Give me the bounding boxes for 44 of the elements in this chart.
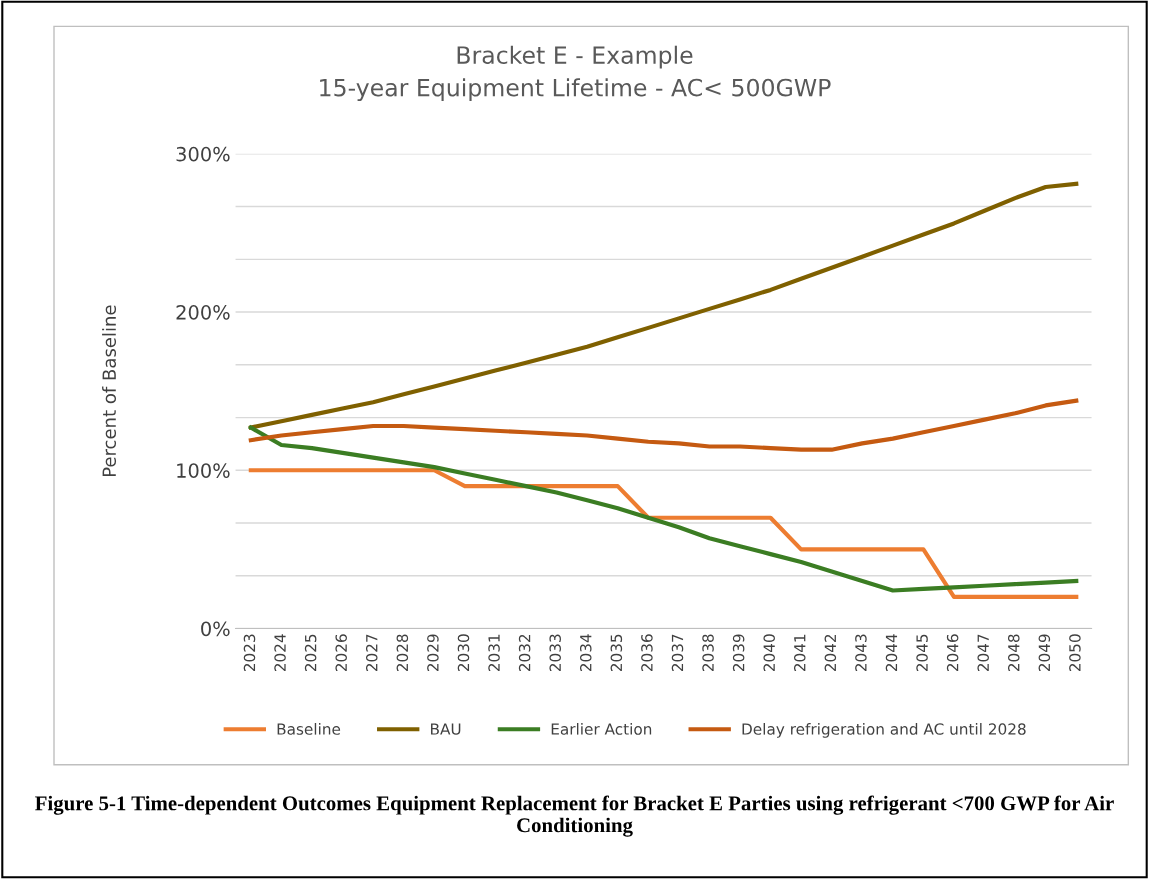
y-tick-label: 100% bbox=[177, 463, 230, 478]
x-tick-label: 2038 bbox=[702, 634, 714, 672]
y-tick-label: 300% bbox=[176, 146, 230, 162]
x-tick-label: 2040 bbox=[763, 634, 775, 672]
x-tick-label: 2032 bbox=[518, 634, 531, 672]
x-tick-label: 2047 bbox=[977, 634, 989, 672]
legend-label: Delay refrigeration and AC until 2028 bbox=[742, 723, 1026, 738]
chart-title: Bracket E - Example bbox=[457, 45, 693, 69]
line-series bbox=[248, 468, 1079, 599]
chart-subtitle: 15-year Equipment Lifetime - AC< 500GWP bbox=[320, 78, 831, 102]
x-tick-label: 2049 bbox=[1038, 634, 1051, 672]
x-tick-label: 2031 bbox=[488, 634, 500, 672]
line-series bbox=[248, 181, 1079, 430]
x-tick-label: 2048 bbox=[1008, 634, 1020, 672]
x-tick-label: 2026 bbox=[335, 634, 347, 672]
x-tick-label: 2046 bbox=[946, 634, 959, 672]
x-tick-label: 2028 bbox=[396, 634, 409, 672]
x-tick-label: 2034 bbox=[580, 634, 592, 672]
x-tick-label: 2030 bbox=[457, 634, 470, 672]
x-tick-label: 2043 bbox=[855, 634, 867, 672]
legend-label: Earlier Action bbox=[551, 723, 652, 735]
x-tick-label: 2039 bbox=[732, 634, 745, 672]
x-tick-label: 2023 bbox=[243, 634, 256, 672]
x-tick-label: 2041 bbox=[794, 634, 806, 672]
x-tick-label: 2027 bbox=[365, 634, 378, 672]
x-tick-label: 2036 bbox=[641, 634, 653, 672]
x-tick-label: 2035 bbox=[610, 634, 623, 672]
y-tick-label: 0% bbox=[201, 621, 230, 637]
x-tick-label: 2024 bbox=[274, 634, 286, 672]
x-tick-label: 2045 bbox=[916, 634, 928, 672]
x-tick-label: 2044 bbox=[885, 634, 898, 672]
x-tick-label: 2025 bbox=[304, 634, 317, 672]
x-tick-label: 2029 bbox=[427, 634, 439, 672]
line-series bbox=[248, 425, 1079, 593]
line-series bbox=[248, 398, 1079, 452]
y-axis-title: Percent of Baseline bbox=[102, 305, 117, 477]
x-tick-label: 2033 bbox=[549, 634, 561, 672]
legend-label: Baseline bbox=[277, 723, 341, 735]
caption: Figure 5-1 Time-dependent Outcomes Equipment Replacement for Bracket E Parties using refrigerant <700 GWP for Air Conditioning bbox=[35, 795, 1114, 837]
x-tick-label: 2050 bbox=[1069, 634, 1081, 672]
y-tick-label: 200% bbox=[176, 305, 230, 320]
x-tick-label: 2037 bbox=[671, 634, 684, 672]
x-tick-label: 2042 bbox=[824, 634, 837, 672]
legend-label: BAU bbox=[431, 723, 461, 735]
